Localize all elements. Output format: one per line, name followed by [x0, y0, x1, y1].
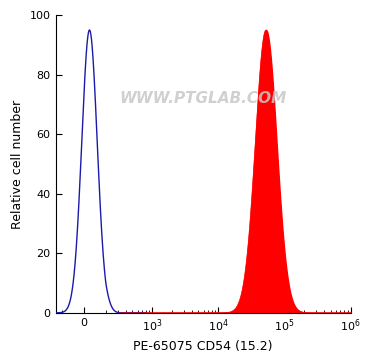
Y-axis label: Relative cell number: Relative cell number: [11, 99, 24, 229]
X-axis label: PE-65075 CD54 (15.2): PE-65075 CD54 (15.2): [133, 340, 273, 353]
Text: WWW.PTGLAB.COM: WWW.PTGLAB.COM: [119, 91, 287, 106]
